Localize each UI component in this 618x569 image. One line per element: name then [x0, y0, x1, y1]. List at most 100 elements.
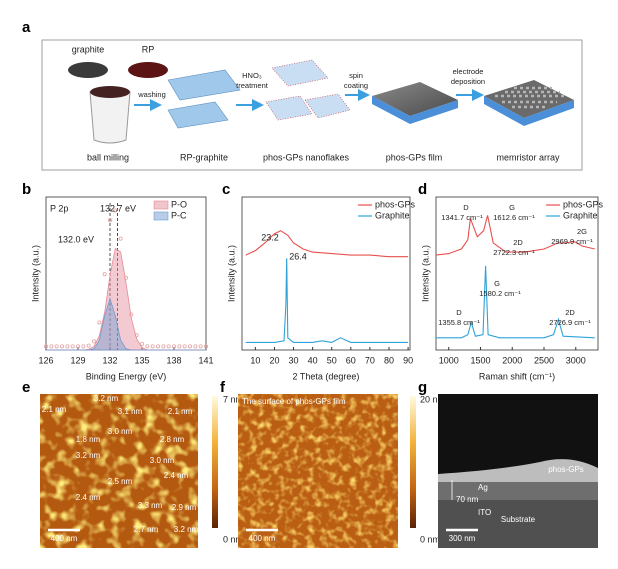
- data-point: [193, 344, 198, 349]
- step-label: spin: [349, 71, 363, 80]
- data-point: [187, 344, 192, 349]
- x-tick-label: 70: [365, 355, 375, 365]
- data-point: [92, 339, 97, 344]
- data-point: [49, 344, 54, 349]
- rp-graphite-flakes: [167, 69, 241, 129]
- data-point: [166, 344, 171, 349]
- step-label: coating: [344, 81, 368, 90]
- legend-label: Graphite: [563, 210, 598, 220]
- rp-powder: [128, 62, 168, 78]
- annotation: 132.7 eV: [100, 203, 136, 213]
- legend-label: P-O: [171, 199, 187, 209]
- height-label: 3.2 nm: [76, 451, 101, 460]
- legend-label: phos-GPs: [375, 199, 416, 209]
- data-point: [70, 344, 75, 349]
- annotation: P 2p: [50, 203, 68, 213]
- panel-f-afm: The surface of phos-GPs film 400 nm 20 n…: [238, 394, 445, 548]
- scale-bar-label: 300 nm: [449, 534, 476, 543]
- annotation: 2D: [513, 238, 523, 247]
- x-axis-label: 2 Theta (degree): [293, 371, 360, 381]
- legend-label: phos-GPs: [563, 199, 604, 209]
- plot-frame: [435, 196, 599, 351]
- annotation: 1355.8 cm⁻¹: [438, 318, 480, 327]
- step-label: deposition: [451, 77, 485, 86]
- layer-label: Ag: [478, 483, 488, 492]
- data-point: [54, 344, 59, 349]
- height-label: 3.0 nm: [108, 427, 133, 436]
- x-tick-label: 30: [289, 355, 299, 365]
- data-point: [97, 320, 102, 325]
- image-caption: The surface of phos-GPs film: [242, 397, 346, 406]
- afm-texture: [40, 394, 198, 548]
- array-substrate: [484, 96, 574, 126]
- colorbar-label: 0 nm: [223, 534, 243, 544]
- annotation: 132.0 eV: [58, 234, 94, 244]
- stage-label: phos-GPs film: [386, 152, 443, 162]
- panel-label: c: [222, 181, 230, 198]
- height-label: 3.0 nm: [150, 456, 175, 465]
- data-point: [113, 208, 118, 213]
- panel-label: e: [22, 379, 30, 396]
- stage-label: memristor array: [496, 152, 560, 162]
- height-label: 2.4 nm: [76, 493, 101, 502]
- line-series: [436, 265, 595, 339]
- x-tick-label: 2000: [502, 355, 522, 365]
- x-tick-label: 132: [102, 355, 117, 365]
- material-label: graphite: [72, 44, 105, 54]
- data-point: [171, 344, 176, 349]
- legend-label: P-C: [171, 210, 187, 220]
- x-axis-label: Binding Energy (eV): [86, 371, 167, 381]
- step-label: electrode: [453, 67, 484, 76]
- colorbar: [410, 396, 416, 528]
- x-tick-label: 138: [166, 355, 181, 365]
- data-point: [86, 343, 91, 348]
- legend-label: Graphite: [375, 210, 410, 220]
- substrate: [438, 500, 598, 548]
- milling-jar: [89, 91, 131, 144]
- data-point: [65, 344, 70, 349]
- annotation: 26.4: [289, 251, 307, 261]
- y-axis-label: Intensity (a.u.): [226, 245, 236, 302]
- film-top: [372, 82, 458, 116]
- x-tick-label: 1000: [439, 355, 459, 365]
- data-point: [145, 344, 150, 349]
- data-point: [81, 344, 86, 349]
- x-tick-label: 126: [38, 355, 53, 365]
- thickness-label: 70 nm: [456, 495, 479, 504]
- annotation: G: [509, 203, 515, 212]
- colorbar-label: 7 nm: [223, 394, 243, 404]
- layer-label: phos-GPs: [548, 465, 584, 474]
- data-point: [155, 344, 160, 349]
- height-label: 2.5 nm: [108, 477, 133, 486]
- data-point: [203, 344, 208, 349]
- data-point: [102, 272, 107, 277]
- step-label: HNO₃: [242, 71, 262, 80]
- data-point: [108, 218, 113, 223]
- panel-g-sem: Ag phos-GPs ITO Substrate 70 nm 300 nm: [438, 394, 598, 548]
- stage-label: RP-graphite: [180, 152, 228, 162]
- data-point: [129, 312, 134, 317]
- step-label: treatment: [236, 81, 269, 90]
- annotation: 1341.7 cm⁻¹: [441, 213, 483, 222]
- ito-layer: [438, 482, 598, 500]
- x-tick-label: 2500: [534, 355, 554, 365]
- array-top: [484, 80, 574, 118]
- area-series: [46, 247, 206, 351]
- scale-bar-label: 400 nm: [249, 534, 276, 543]
- stage-label: ball milling: [87, 152, 129, 162]
- x-tick-label: 20: [269, 355, 279, 365]
- line-series: [245, 258, 409, 343]
- x-tick-label: 10: [250, 355, 260, 365]
- annotation: 2969.9 cm⁻¹: [551, 237, 593, 246]
- x-tick-label: 60: [346, 355, 356, 365]
- panel-label: f: [220, 379, 226, 396]
- data-point: [124, 275, 129, 280]
- data-point: [44, 344, 49, 349]
- jar-content: [90, 86, 130, 98]
- layer-label: Substrate: [501, 515, 536, 524]
- panel-a-schematic: graphite RP washing HNO₃ treatment spin …: [41, 39, 583, 171]
- x-tick-label: 50: [327, 355, 337, 365]
- data-point: [60, 344, 65, 349]
- annotation: G: [494, 279, 500, 288]
